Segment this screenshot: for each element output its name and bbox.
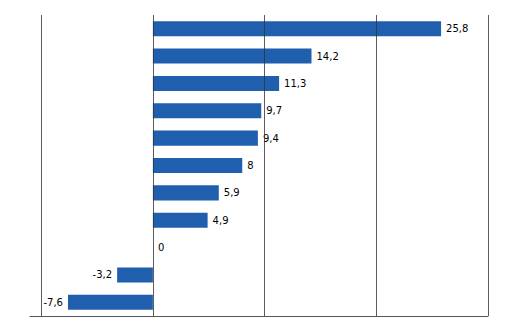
svg-text:9,4: 9,4 xyxy=(263,133,279,144)
svg-text:0: 0 xyxy=(158,242,164,253)
svg-text:-7,6: -7,6 xyxy=(43,297,63,308)
svg-text:-3,2: -3,2 xyxy=(93,269,113,280)
svg-text:11,3: 11,3 xyxy=(284,78,306,89)
svg-text:25,8: 25,8 xyxy=(446,23,468,34)
svg-text:14,2: 14,2 xyxy=(317,51,339,62)
svg-text:4,9: 4,9 xyxy=(213,215,229,226)
svg-text:8: 8 xyxy=(247,160,253,171)
svg-text:5,9: 5,9 xyxy=(224,187,240,198)
svg-text:9,7: 9,7 xyxy=(266,105,282,116)
